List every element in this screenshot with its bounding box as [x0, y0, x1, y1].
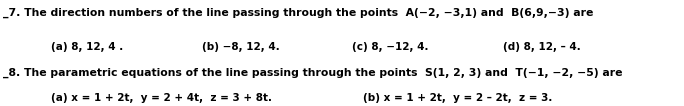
- Text: (c) 8, −12, 4.: (c) 8, −12, 4.: [352, 42, 429, 52]
- Text: (a) x = 1 + 2t,  y = 2 + 4t,  z = 3 + 8t.: (a) x = 1 + 2t, y = 2 + 4t, z = 3 + 8t.: [51, 93, 272, 103]
- Text: (b) x = 1 + 2t,  y = 2 – 2t,  z = 3.: (b) x = 1 + 2t, y = 2 – 2t, z = 3.: [363, 93, 552, 103]
- Text: (a) 8, 12, 4 .: (a) 8, 12, 4 .: [51, 42, 124, 52]
- Text: (b) −8, 12, 4.: (b) −8, 12, 4.: [202, 42, 280, 52]
- Text: _8. The parametric equations of the line passing through the points  S(1, 2, 3) : _8. The parametric equations of the line…: [3, 68, 623, 78]
- Text: (d) 8, 12, – 4.: (d) 8, 12, – 4.: [503, 42, 581, 52]
- Text: _7. The direction numbers of the line passing through the points  A(−2, −3,1) an: _7. The direction numbers of the line pa…: [3, 7, 594, 18]
